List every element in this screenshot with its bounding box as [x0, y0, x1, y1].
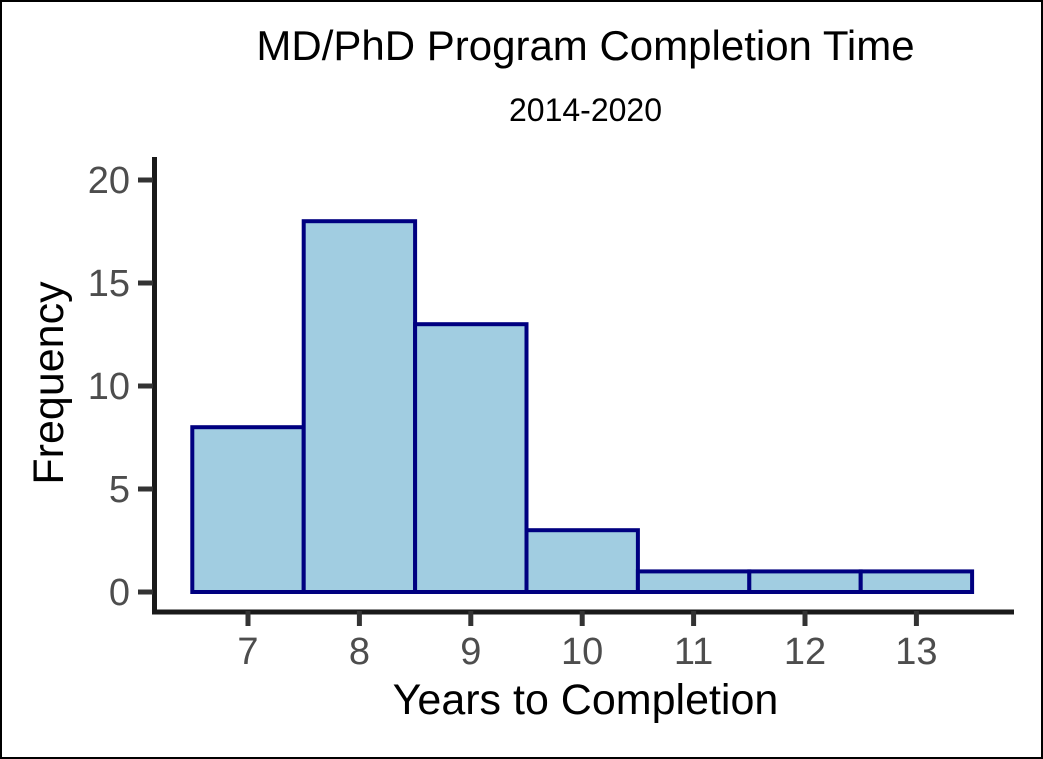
histogram-bar-13 [858, 569, 975, 595]
x-tick-label-9: 9 [460, 631, 481, 673]
y-axis-title: Frequency [25, 281, 73, 485]
x-tick-label-7: 7 [237, 631, 258, 673]
histogram-bar-7 [190, 425, 306, 595]
y-tick-label-10: 10 [88, 366, 130, 408]
x-tick-label-13: 13 [895, 631, 937, 673]
y-tick-label-20: 20 [88, 160, 130, 202]
x-tick-label-8: 8 [349, 631, 370, 673]
histogram-bar-10 [524, 528, 640, 595]
x-tick-label-10: 10 [561, 631, 603, 673]
histogram-bar-12 [747, 569, 863, 595]
y-tick-label-5: 5 [109, 469, 130, 511]
y-tick-label-0: 0 [109, 572, 130, 614]
chart-title: MD/PhD Program Completion Time [256, 22, 915, 69]
x-tick-label-11: 11 [674, 631, 713, 673]
y-tick-label-15: 15 [88, 263, 130, 305]
x-axis-title: Years to Completion [392, 676, 779, 724]
x-tick-label-12: 12 [784, 631, 826, 673]
chart-subtitle: 2014-2020 [508, 92, 663, 128]
histogram-bar-11 [635, 569, 752, 595]
histogram-bar-8 [301, 219, 418, 594]
histogram-bar-9 [413, 322, 529, 594]
